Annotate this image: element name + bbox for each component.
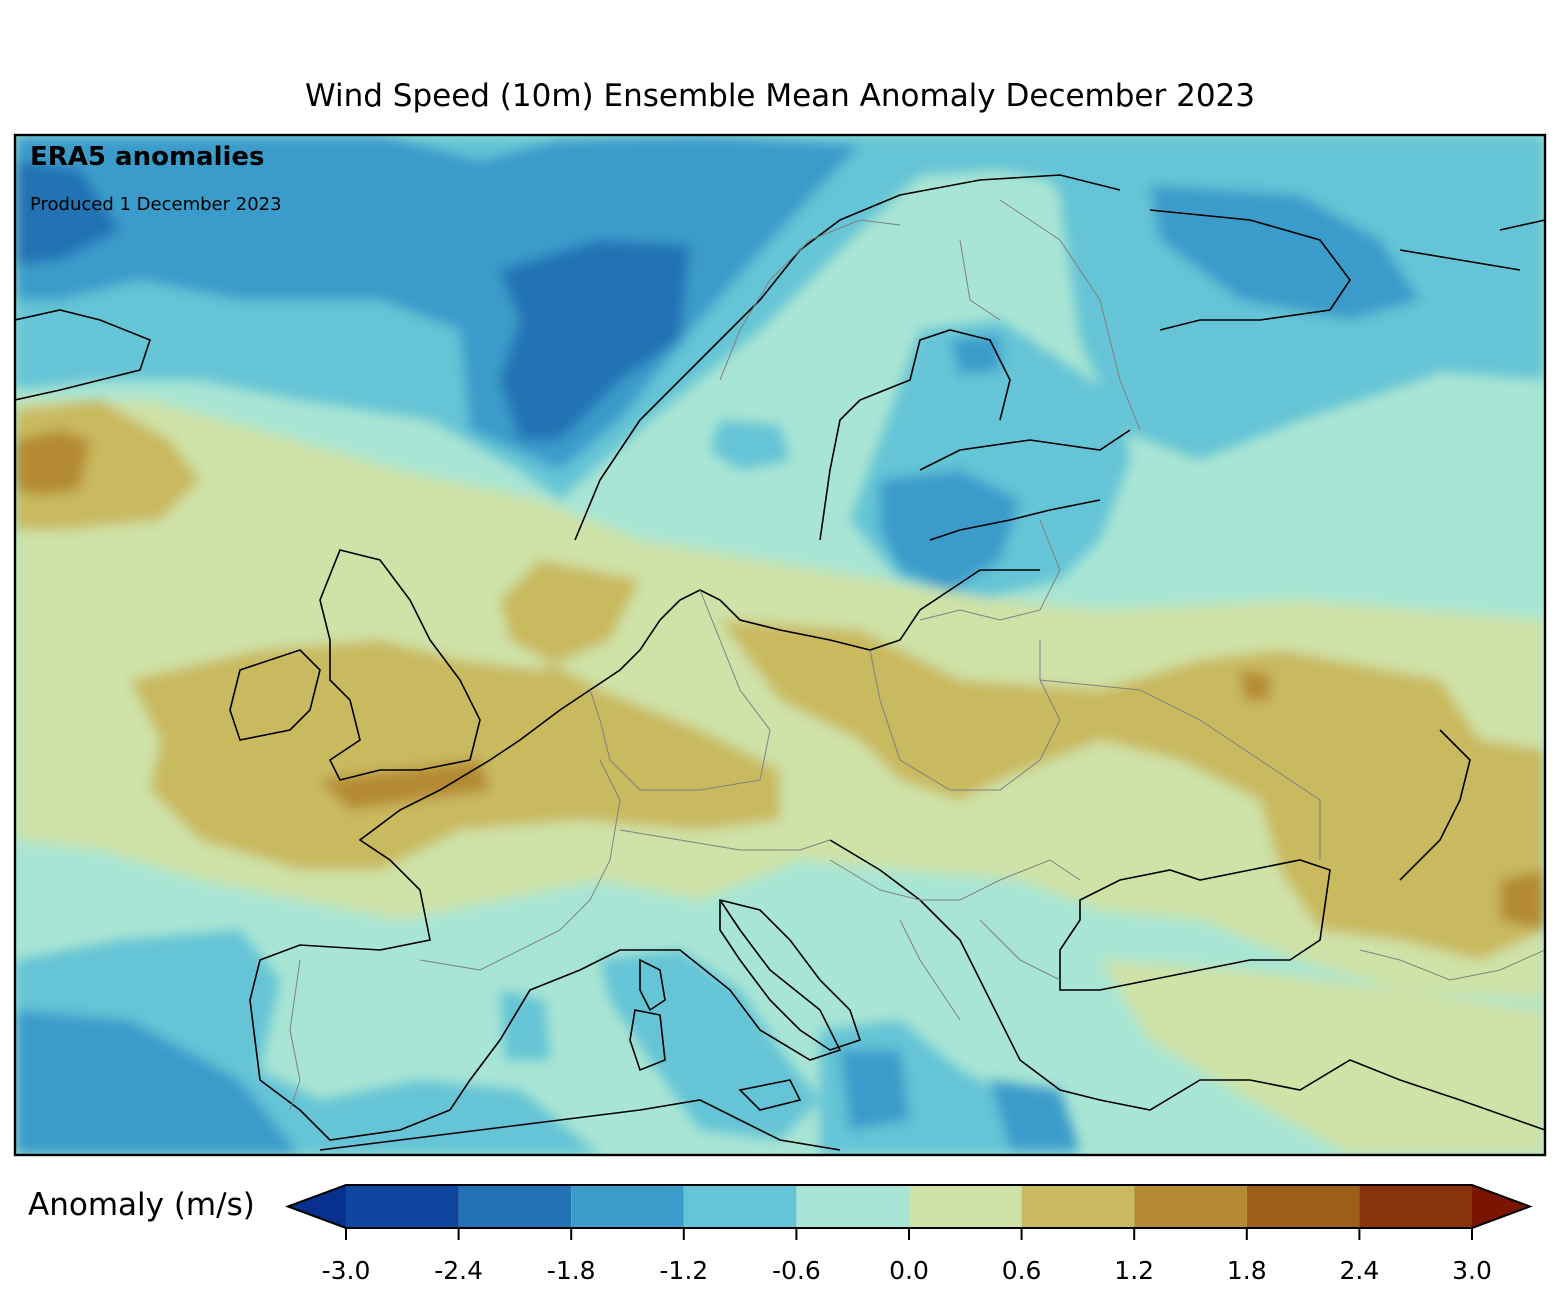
border-iberia (289, 959, 301, 1111)
chart-title: Wind Speed (10m) Ensemble Mean Anomaly D… (305, 78, 1255, 114)
region-e-europe-pos2 (720, 620, 1545, 960)
coastlines (15, 174, 1545, 1151)
border-finland-russia (999, 199, 1141, 431)
region-barents-neg1 (1060, 190, 1545, 460)
country-borders (289, 199, 1545, 1111)
border-norway-sweden (719, 219, 901, 381)
region-caucasus-pos3 (1500, 870, 1545, 930)
region-sweden-neg1 (710, 420, 790, 470)
coast-italy (719, 898, 862, 1051)
colorbar-tick-label: -3.0 (321, 1256, 371, 1285)
coast-corsica-sardinia (629, 958, 666, 1072)
region-atlantic-pos3 (15, 430, 90, 495)
coast-caspian (1399, 729, 1471, 881)
colorbar-tick-label: 0.0 (889, 1256, 929, 1285)
colorbar (285, 1184, 1533, 1240)
colorbar-tick-label: -1.2 (659, 1256, 709, 1285)
colorbar-bin-1 (458, 1185, 572, 1228)
colorbar-bin-3 (683, 1185, 797, 1228)
colorbar-label: Anomaly (m/s) (28, 1187, 255, 1223)
border-poland (869, 640, 1061, 791)
border-balkans (829, 859, 1081, 1021)
coast-black-sea (1059, 859, 1331, 991)
colorbar-bin-7 (1134, 1185, 1247, 1228)
coast-sicily (738, 1079, 802, 1111)
coast-north-sea (589, 569, 1040, 691)
border-caucasus (1359, 949, 1545, 981)
colorbar-tick-label: -2.4 (434, 1256, 483, 1285)
coast-n-africa (319, 1099, 841, 1151)
coast-continent-west (249, 689, 1545, 1141)
region-finland-neg2 (950, 335, 1000, 375)
region-n-atlantic-neg2 (15, 135, 860, 470)
region-turkey-pos1 (1100, 960, 1545, 1155)
region-aegean-neg2 (990, 1080, 1080, 1150)
colorbar-over-arrow (1472, 1185, 1530, 1228)
border-alps (619, 829, 831, 851)
colorbar-tick-label: 2.4 (1339, 1256, 1380, 1285)
anomaly-field (15, 135, 1545, 1155)
colorbar-bin-2 (571, 1185, 684, 1228)
badge-title: ERA5 anomalies (30, 142, 265, 172)
colorbar-bin-6 (1021, 1185, 1135, 1228)
colorbar-tick-label: 1.2 (1114, 1256, 1155, 1285)
colorbar-tick-label: 3.0 (1452, 1256, 1492, 1285)
region-ionian-neg2 (840, 1050, 910, 1130)
region-iberia-neg2 (15, 1010, 300, 1155)
colorbar-tick-label: 1.8 (1226, 1256, 1267, 1285)
coast-ireland (229, 649, 321, 741)
border-baltics (919, 519, 1061, 621)
colorbar-bin-5 (909, 1185, 1022, 1228)
region-russia-pos3 (1240, 670, 1270, 700)
coast-greenland (15, 309, 151, 401)
border-ukraine (1039, 679, 1321, 860)
region-channel-pos3 (320, 760, 490, 810)
region-baltic-neg2 (880, 470, 1020, 590)
region-balearic-neg1 (500, 990, 550, 1060)
region-barents-neg2 (1150, 185, 1420, 320)
region-w-europe-pos2 (130, 560, 780, 870)
coast-barents (1149, 209, 1545, 331)
region-tyrrhenian-neg1 (600, 950, 820, 1140)
colorbar-bin-4 (796, 1185, 909, 1228)
plot-frame (13, 133, 1547, 1157)
colorbar-tick-label: -0.6 (772, 1256, 821, 1285)
region-w-atlantic-neg3 (15, 160, 120, 265)
colorbar-bin-8 (1246, 1185, 1360, 1228)
border-germany (589, 589, 771, 791)
badge-subtitle: Produced 1 December 2023 (30, 194, 282, 215)
border-sweden-finland (959, 239, 1001, 321)
coast-britain (319, 549, 481, 781)
colorbar-bin-0 (346, 1185, 459, 1228)
region-n-atlantic-neg3 (500, 240, 690, 440)
colorbar-tick-label: -1.8 (546, 1256, 596, 1285)
colorbar-tick-label: 0.6 (1001, 1256, 1042, 1285)
colorbar-bin-9 (1359, 1185, 1472, 1228)
border-france (419, 759, 621, 971)
colorbar-under-arrow (288, 1185, 346, 1228)
coast-finland-gulf (919, 429, 1131, 541)
